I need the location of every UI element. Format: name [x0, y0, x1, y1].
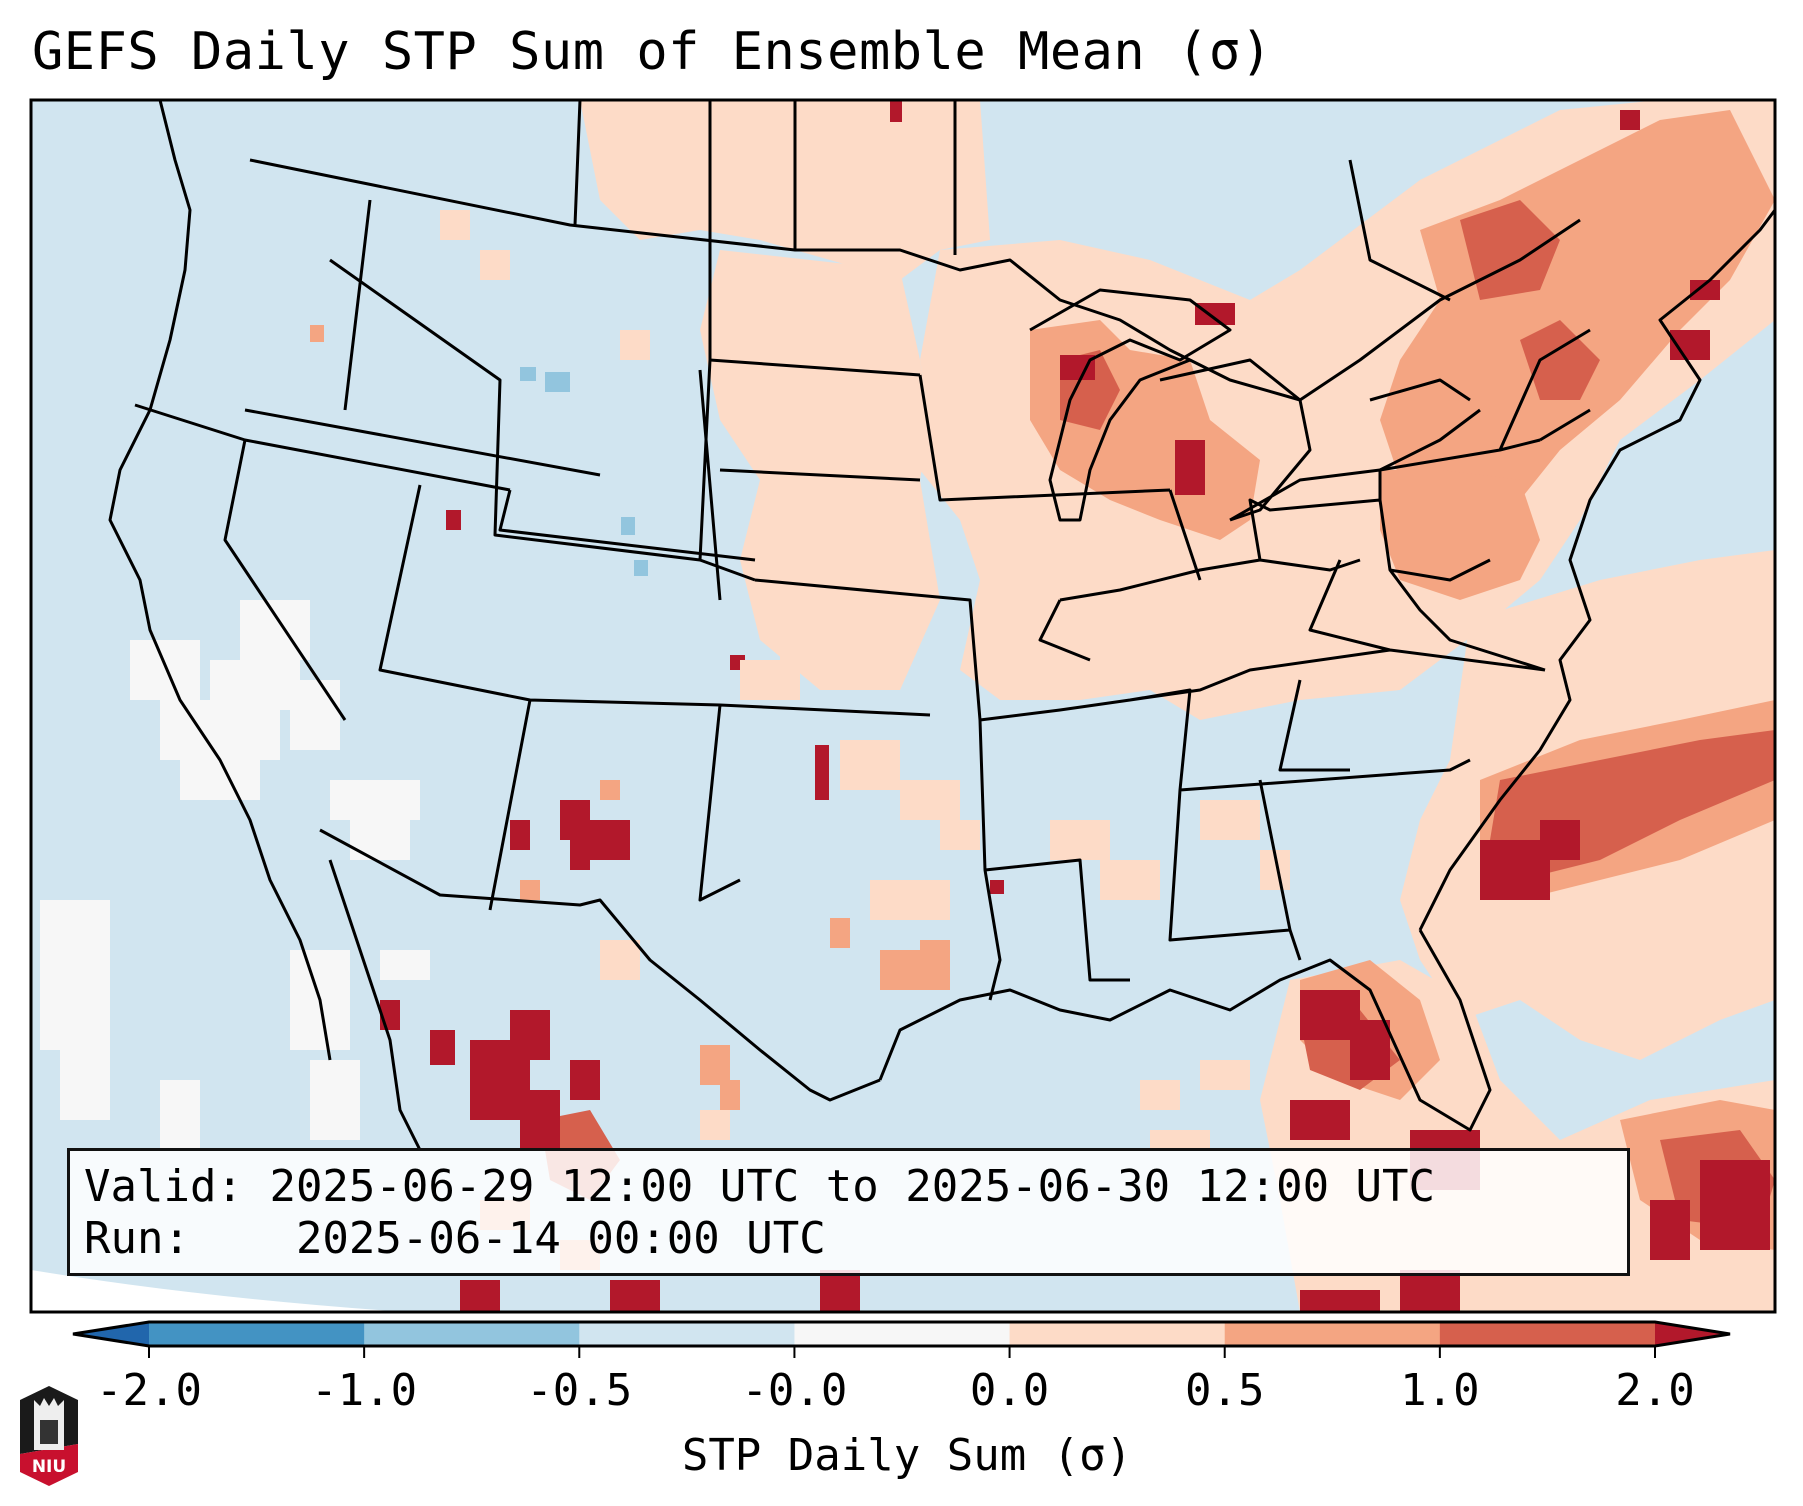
info-box: Valid: 2025-06-29 12:00 UTC to 2025-06-3…: [67, 1148, 1630, 1276]
colorbar: [72, 1320, 1731, 1358]
logo-shield-bottom: [20, 1444, 78, 1486]
colorbar-bin: [1439, 1322, 1656, 1346]
us-mexico-border: [319, 828, 881, 1102]
near-zero-cells: [40, 600, 430, 1150]
run-label: Run:: [84, 1213, 190, 1264]
run-time-line: Run: 2025-06-14 00:00 UTC: [84, 1213, 826, 1264]
atlantic-coast: [1418, 209, 1775, 931]
colorbar-tick-label: 0.5: [1184, 1365, 1265, 1416]
colorbar-tick-label: -0.5: [526, 1365, 633, 1416]
colorbar-bin: [1224, 1322, 1441, 1346]
colorbar-bin: [794, 1322, 1011, 1346]
colorbar-extend-high: [1655, 1322, 1730, 1346]
us-canada-border: [249, 158, 1581, 402]
great-lakes: [1029, 288, 1481, 522]
colorbar-bin: [1009, 1322, 1226, 1346]
negative-cells: [520, 367, 648, 576]
map-frame: [29, 98, 1777, 1314]
colorbar-tick-label: 1.0: [1400, 1365, 1480, 1416]
colorbar-tick-label: -0.0: [741, 1365, 848, 1416]
positive-light-cells: [440, 210, 1290, 1150]
valid-label: Valid:: [84, 1161, 243, 1212]
canada-provinces: [573, 100, 1451, 302]
gulf-coast: [878, 929, 1492, 1132]
run-value: 2025-06-14 00:00 UTC: [295, 1213, 826, 1264]
plot-title: GEFS Daily STP Sum of Ensemble Mean (σ): [32, 22, 1273, 82]
pacific-coastline: [108, 100, 332, 1061]
colorbar-extend-low: [73, 1322, 149, 1346]
colorbar-bin: [364, 1322, 580, 1346]
state-borders: [134, 100, 1591, 1001]
colorbar-tick-label: -1.0: [311, 1365, 418, 1416]
logo-text: NIU: [32, 1457, 66, 1477]
map-area: [31, 100, 1775, 1312]
colorbar-tick-label: 2.0: [1615, 1365, 1695, 1416]
positive-extreme-cells: [380, 100, 1770, 1312]
baja-coast: [328, 859, 422, 1151]
valid-time-line: Valid: 2025-06-29 12:00 UTC to 2025-06-3…: [84, 1161, 1435, 1212]
valid-value: 2025-06-29 12:00 UTC to 2025-06-30 12:00…: [269, 1161, 1436, 1212]
coastline-and-borders: [108, 100, 1775, 1151]
colorbar-tick-label: 0.0: [969, 1365, 1050, 1416]
colorbar-bin: [149, 1322, 365, 1346]
colorbar-label: STP Daily Sum (σ): [681, 1430, 1133, 1481]
colorbar-bin: [579, 1322, 795, 1346]
niu-logo: NIU: [20, 1386, 78, 1486]
colorbar-tick-label: -2.0: [96, 1365, 202, 1416]
domain-edge: [31, 1270, 407, 1312]
